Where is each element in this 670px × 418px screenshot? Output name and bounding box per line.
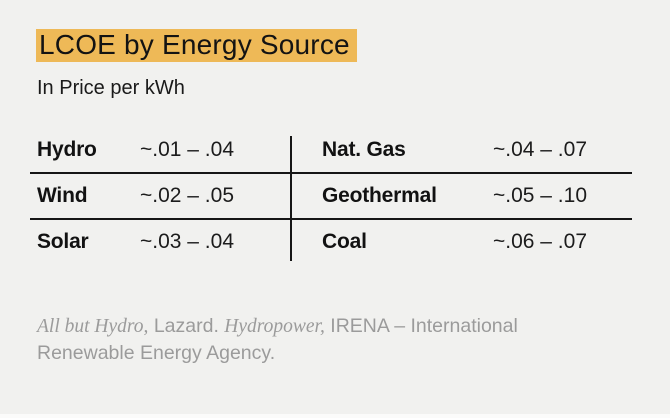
source-label-solar: Solar bbox=[37, 230, 89, 253]
page-title: LCOE by Energy Source bbox=[36, 29, 357, 62]
attribution-segment-italic: Hydropower, bbox=[224, 316, 325, 337]
lcoe-table: Hydro ~.01 – .04 Nat. Gas ~.04 – .07 Win… bbox=[30, 128, 632, 264]
source-label-coal: Coal bbox=[322, 230, 367, 253]
table-row: Hydro ~.01 – .04 Nat. Gas ~.04 – .07 bbox=[30, 128, 632, 174]
source-label-geothermal: Geothermal bbox=[322, 184, 437, 207]
source-value-solar: ~.03 – .04 bbox=[140, 230, 234, 253]
source-value-geothermal: ~.05 – .10 bbox=[493, 184, 587, 207]
source-attribution: All but Hydro, Lazard. Hydropower, IRENA… bbox=[37, 313, 612, 366]
table-row: Solar ~.03 – .04 Coal ~.06 – .07 bbox=[30, 220, 632, 264]
column-divider-line bbox=[290, 136, 292, 261]
table-row: Wind ~.02 – .05 Geothermal ~.05 – .10 bbox=[30, 174, 632, 220]
source-value-nat-gas: ~.04 – .07 bbox=[493, 138, 587, 161]
attribution-segment: Lazard. bbox=[148, 315, 225, 337]
source-value-coal: ~.06 – .07 bbox=[493, 230, 587, 253]
source-label-nat-gas: Nat. Gas bbox=[322, 138, 406, 161]
title-block: LCOE by Energy Source bbox=[36, 29, 357, 62]
source-value-hydro: ~.01 – .04 bbox=[140, 138, 234, 161]
attribution-segment: IRENA – International Renewable Energy A… bbox=[37, 315, 518, 364]
page-subtitle: In Price per kWh bbox=[37, 77, 185, 99]
source-label-wind: Wind bbox=[37, 184, 88, 207]
attribution-segment-italic: All but Hydro, bbox=[37, 316, 149, 337]
source-label-hydro: Hydro bbox=[37, 138, 97, 161]
source-value-wind: ~.02 – .05 bbox=[140, 184, 234, 207]
